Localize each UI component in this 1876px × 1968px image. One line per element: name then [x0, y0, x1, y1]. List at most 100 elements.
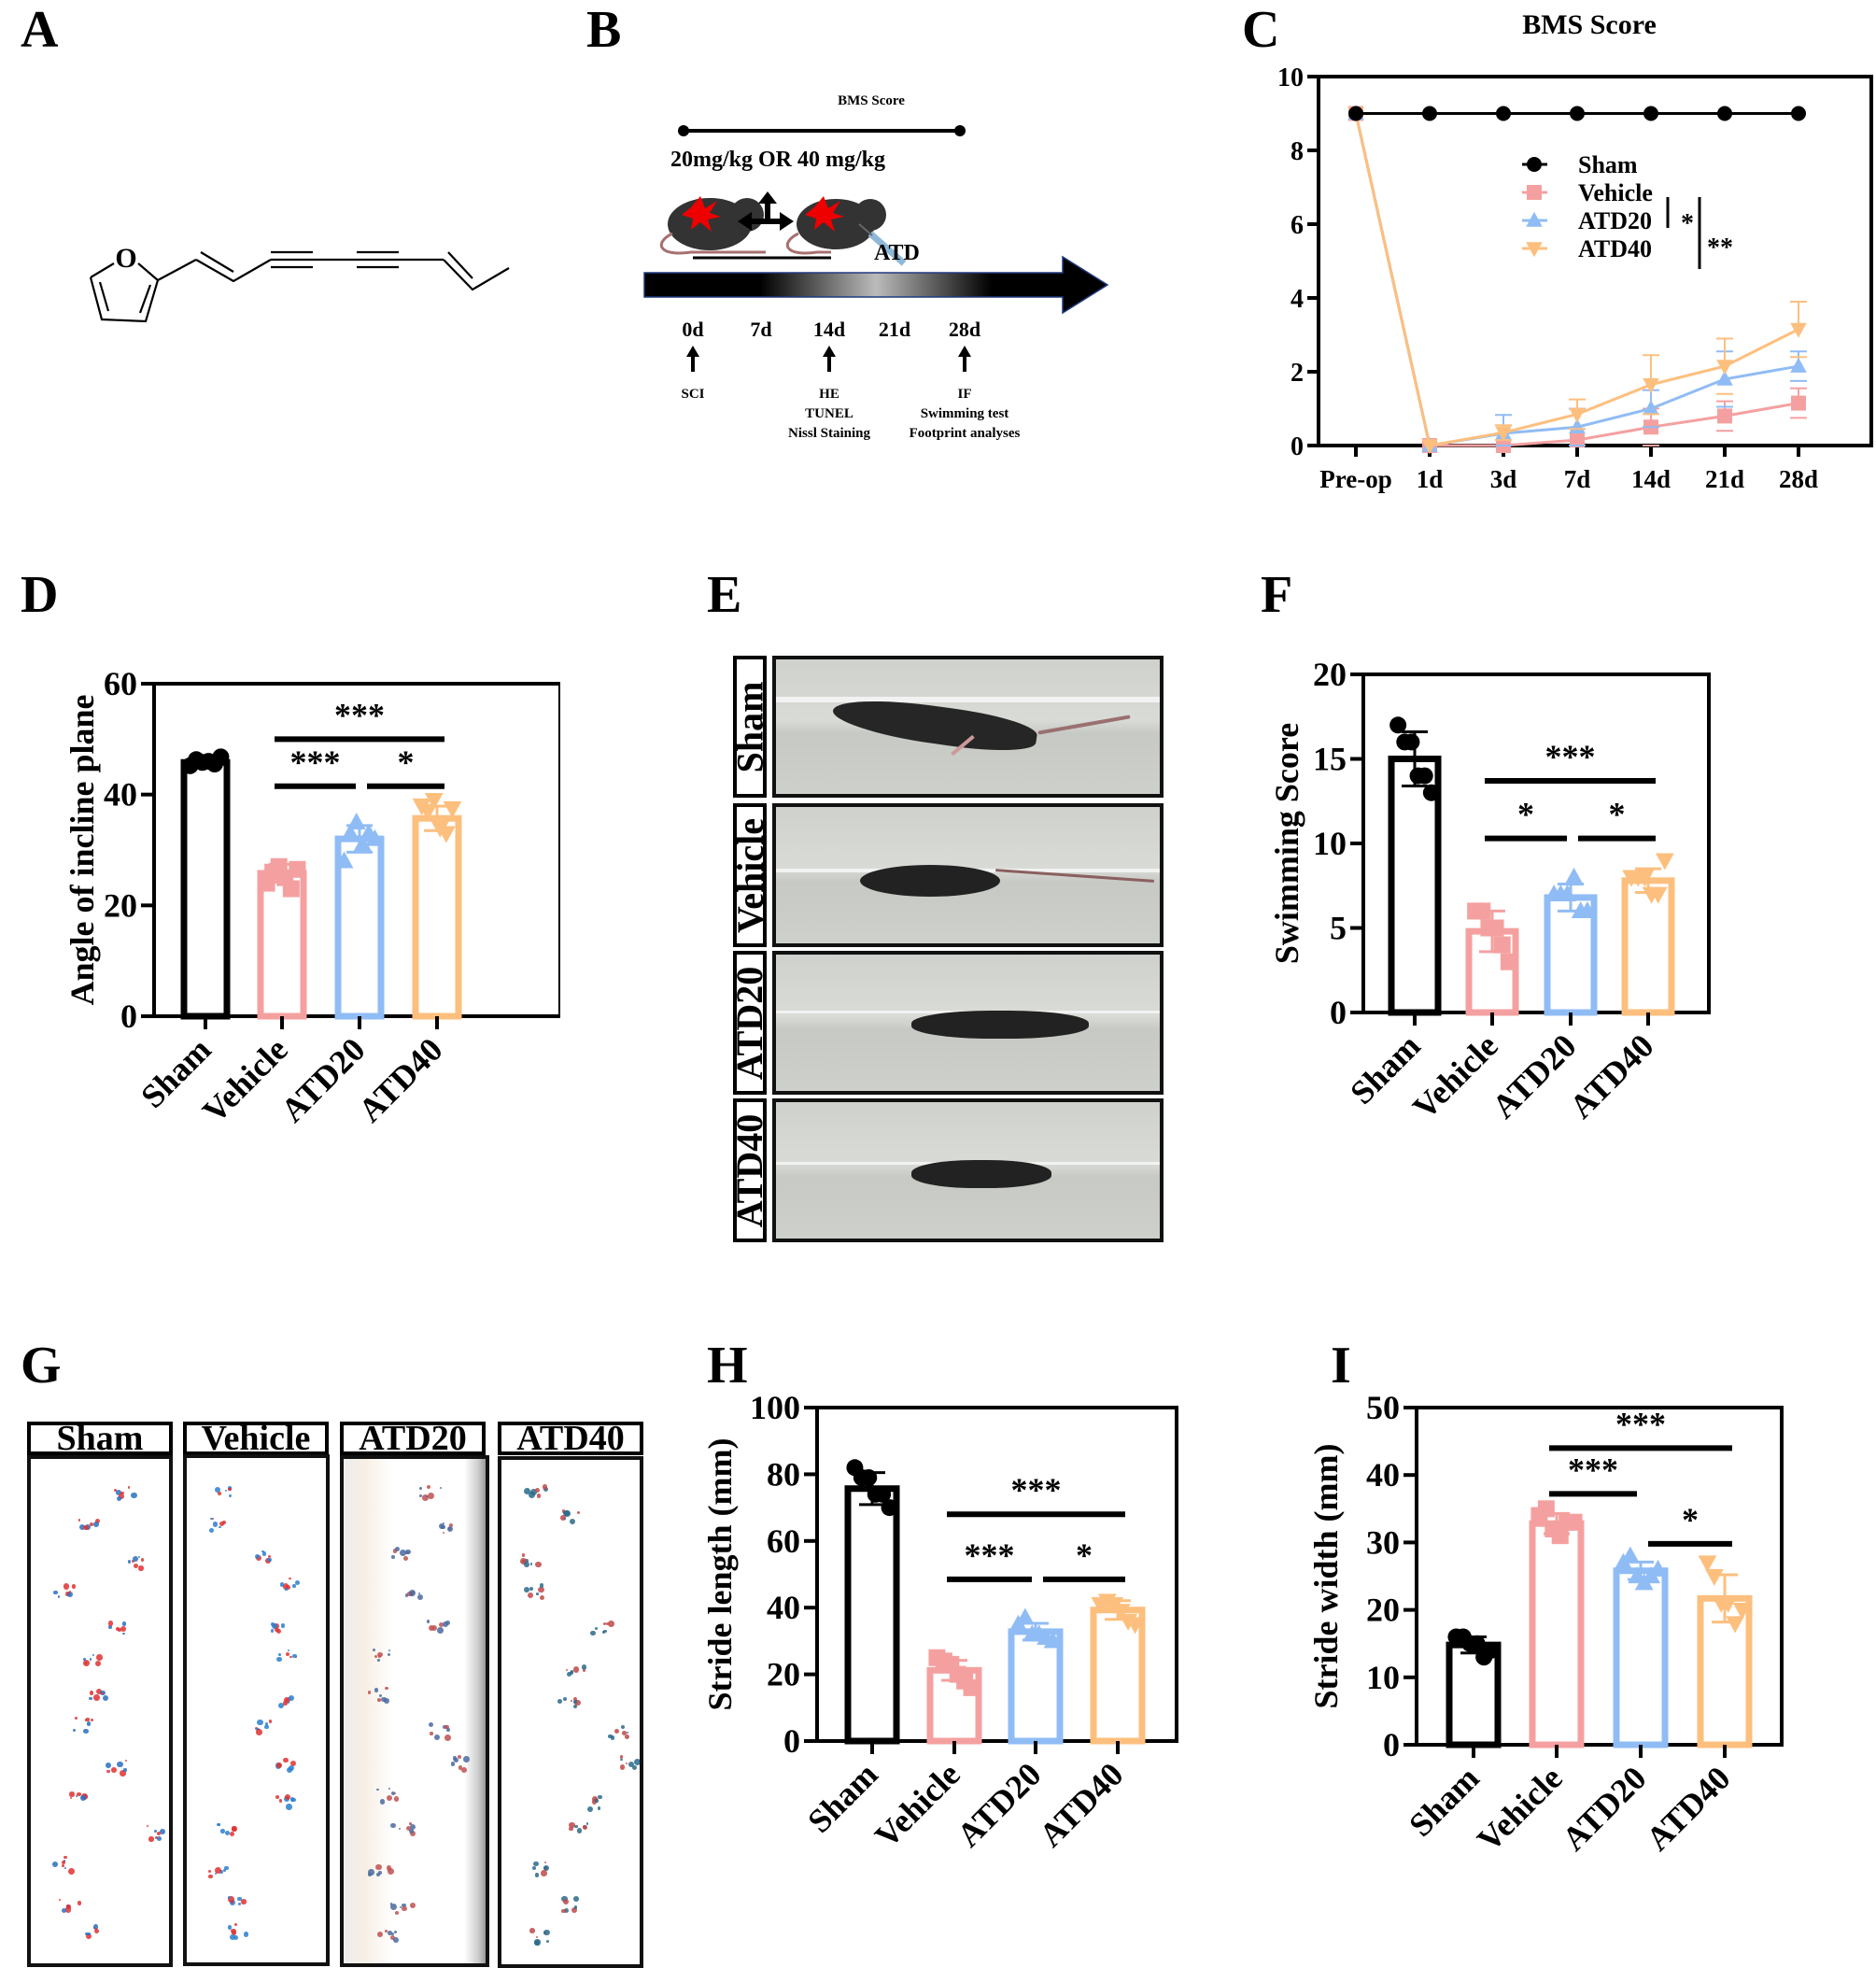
paw-print-dot [419, 1494, 423, 1497]
paw-print-dot [561, 1908, 566, 1913]
paw-print-dot [146, 1824, 148, 1827]
paw-print-dot [389, 1934, 396, 1941]
paw-print-dot [286, 1699, 289, 1702]
paw-print-dot [540, 1869, 547, 1876]
paw-print-dot [292, 1584, 296, 1588]
paw-print-dot [574, 1699, 581, 1706]
plot-frame [1415, 1406, 1784, 1747]
y-tick-label: 50 [1366, 1389, 1400, 1426]
paw-print-dot [230, 1900, 234, 1904]
paw-print-dot [224, 1865, 229, 1871]
paw-print-dot [375, 1863, 382, 1871]
data-point [874, 1485, 892, 1503]
paw-print-dot [131, 1560, 134, 1564]
paw-print-dot [217, 1492, 221, 1496]
data-point [418, 803, 438, 821]
paw-print-dot [557, 1699, 563, 1705]
paw-print-dot [405, 1549, 411, 1555]
paw-print-dot [68, 1591, 72, 1593]
panel-letter-e: E [707, 566, 742, 624]
paw-print-dot [442, 1621, 448, 1628]
paw-print-dot [72, 1729, 77, 1733]
paw-print-dot [378, 1871, 383, 1876]
paw-print-dot [409, 1823, 416, 1831]
y-tick-label: 2 [1291, 359, 1304, 388]
paw-print-dot [287, 1700, 290, 1704]
paw-print-dot [291, 1797, 296, 1803]
event-label: SCI [681, 387, 704, 402]
paw-print-dot [409, 1590, 416, 1597]
y-tick-label: 0 [1330, 994, 1347, 1031]
paw-print-dot [374, 1688, 379, 1693]
paw-print-dot [452, 1756, 458, 1761]
paw-print-dot [625, 1734, 630, 1740]
legend-marker [1527, 157, 1542, 172]
paw-print-dot [386, 1865, 391, 1871]
bar-group-vehicle [1529, 1500, 1585, 1749]
paw-print-dot [368, 1868, 375, 1876]
paw-print-dot [573, 1700, 577, 1704]
data-point [1468, 1635, 1486, 1652]
paw-print-dot [395, 1911, 400, 1916]
paw-print-dot [536, 1494, 542, 1499]
chart-title: BMS Score [1522, 9, 1657, 40]
timeline-day-21d: 21d [879, 318, 910, 341]
data-point [1570, 432, 1585, 448]
paw-print-dot [536, 1593, 539, 1595]
data-point [212, 748, 230, 766]
paw-print-dot [409, 1822, 412, 1825]
data-point [1422, 106, 1437, 121]
swim-photo-atd20 [772, 951, 1164, 1095]
paw-print-dot [231, 1928, 236, 1934]
paw-print-dot [566, 1672, 571, 1678]
paw-print-dot [278, 1799, 283, 1804]
paw-print-dot [292, 1653, 297, 1658]
paw-print-dot [521, 1553, 525, 1557]
paw-print-dot [426, 1619, 430, 1623]
y-tick-label: 0 [1383, 1726, 1400, 1763]
bar-group-atd40 [412, 792, 462, 1020]
oxygen-atom-label: O [115, 243, 136, 274]
paw-print-dot [120, 1770, 126, 1777]
paw-print-dot [572, 1704, 578, 1709]
paw-print-dot [431, 1624, 438, 1631]
bar-group-sham [1446, 1628, 1502, 1749]
paw-print-dot [447, 1525, 454, 1532]
x-tick-label: ATD20 [1485, 1026, 1584, 1126]
paw-print-dot [426, 1485, 430, 1490]
paw-print-dot [608, 1734, 613, 1738]
paw-print-dot [284, 1794, 290, 1801]
sig-label: *** [1011, 1471, 1062, 1508]
paw-print-dot [534, 1939, 541, 1946]
legend-marker [1526, 242, 1543, 258]
y-tick-label: 6 [1291, 211, 1304, 240]
paw-print-dot [441, 1524, 445, 1530]
series-line [1354, 113, 1799, 447]
paw-print-dot [67, 1591, 74, 1597]
sig-label: * [1681, 209, 1694, 238]
paw-print-dot [58, 1595, 61, 1598]
paw-print-dot [264, 1724, 269, 1730]
paw-print-dot [392, 1937, 399, 1943]
paw-print-dot [529, 1586, 534, 1592]
y-tick-label: 40 [767, 1589, 800, 1626]
paw-print-dot [295, 1580, 301, 1586]
y-tick-label: 40 [1366, 1456, 1400, 1494]
y-tick-label: 8 [1291, 137, 1304, 166]
paw-print-dot [69, 1791, 75, 1797]
paw-print-dot [387, 1794, 393, 1801]
paw-print-dot [87, 1932, 91, 1935]
series-sham [1348, 106, 1806, 121]
y-tick-label: 20 [104, 886, 137, 924]
paw-print-dot [570, 1518, 576, 1524]
y-tick-label: 80 [767, 1455, 800, 1493]
paw-print-dot [564, 1907, 570, 1914]
paw-print-dot [277, 1703, 284, 1709]
y-tick-label: 10 [1366, 1659, 1400, 1696]
y-tick-label: 100 [750, 1389, 800, 1426]
swim-label-box-sham: Sham [729, 656, 771, 798]
paw-print-dot [94, 1518, 100, 1523]
paw-print-dot [52, 1861, 58, 1867]
event-arrow-icon [823, 346, 836, 357]
paw-print-dot [219, 1870, 223, 1875]
